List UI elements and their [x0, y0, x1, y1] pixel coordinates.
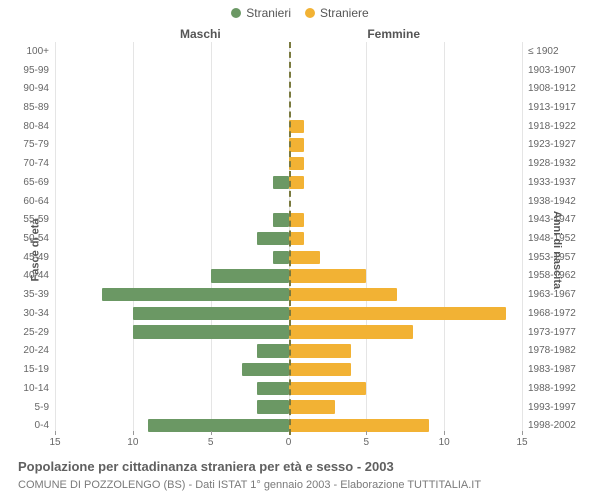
x-tick-label: 15: [49, 437, 60, 448]
bar-female: [289, 382, 367, 395]
bar-male: [273, 213, 289, 226]
age-label: 40-44: [23, 270, 49, 281]
age-label: 70-74: [23, 158, 49, 169]
birth-year-label: 1928-1932: [528, 158, 576, 169]
bar-female: [289, 307, 507, 320]
bar-female: [289, 400, 336, 413]
x-tick-label: 10: [127, 437, 138, 448]
bar-male: [133, 325, 289, 338]
birth-year-label: 1933-1937: [528, 177, 576, 188]
subhead-female: Femmine: [367, 27, 420, 41]
birth-year-label: 1988-1992: [528, 383, 576, 394]
bar-female: [289, 363, 351, 376]
bar-male: [257, 232, 288, 245]
age-label: 95-99: [23, 65, 49, 76]
bar-female: [289, 232, 305, 245]
age-label: 10-14: [23, 383, 49, 394]
age-label: 25-29: [23, 327, 49, 338]
age-label: 15-19: [23, 364, 49, 375]
x-tick-label: 5: [364, 437, 370, 448]
bar-male: [257, 344, 288, 357]
bar-female: [289, 288, 398, 301]
legend-label-female: Straniere: [320, 6, 369, 20]
birth-year-label: ≤ 1902: [528, 46, 559, 57]
bar-male: [273, 251, 289, 264]
bar-male: [257, 382, 288, 395]
chart-title: Popolazione per cittadinanza straniera p…: [18, 459, 394, 474]
age-label: 80-84: [23, 121, 49, 132]
legend-dot-female: [305, 8, 315, 18]
legend-label-male: Stranieri: [246, 6, 291, 20]
bar-female: [289, 157, 305, 170]
x-tick-label: 0: [286, 437, 292, 448]
legend-item-male: Stranieri: [231, 6, 291, 20]
x-axis-ticks: 15105051015: [55, 435, 522, 451]
bar-male: [102, 288, 289, 301]
subhead-male: Maschi: [180, 27, 221, 41]
bar-male: [257, 400, 288, 413]
bar-female: [289, 120, 305, 133]
birth-year-label: 1963-1967: [528, 289, 576, 300]
birth-year-label: 1948-1952: [528, 233, 576, 244]
bar-female: [289, 138, 305, 151]
plot-area: 100+≤ 190295-991903-190790-941908-191285…: [55, 42, 522, 435]
legend-item-female: Straniere: [305, 6, 369, 20]
birth-year-label: 1993-1997: [528, 402, 576, 413]
bar-female: [289, 419, 429, 432]
bar-male: [242, 363, 289, 376]
bar-female: [289, 251, 320, 264]
age-label: 20-24: [23, 345, 49, 356]
age-label: 90-94: [23, 83, 49, 94]
bar-female: [289, 344, 351, 357]
birth-year-label: 1923-1927: [528, 139, 576, 150]
age-label: 100+: [26, 46, 49, 57]
birth-year-label: 1968-1972: [528, 308, 576, 319]
bar-female: [289, 213, 305, 226]
bar-female: [289, 176, 305, 189]
birth-year-label: 1998-2002: [528, 420, 576, 431]
birth-year-label: 1983-1987: [528, 364, 576, 375]
bar-male: [148, 419, 288, 432]
x-tick-label: 10: [439, 437, 450, 448]
birth-year-label: 1978-1982: [528, 345, 576, 356]
birth-year-label: 1908-1912: [528, 83, 576, 94]
age-label: 30-34: [23, 308, 49, 319]
bar-female: [289, 269, 367, 282]
age-label: 35-39: [23, 289, 49, 300]
chart-subtitle: COMUNE DI POZZOLENGO (BS) - Dati ISTAT 1…: [18, 479, 481, 491]
age-label: 65-69: [23, 177, 49, 188]
bar-male: [273, 176, 289, 189]
bar-male: [211, 269, 289, 282]
legend-dot-male: [231, 8, 241, 18]
age-label: 85-89: [23, 102, 49, 113]
age-label: 50-54: [23, 233, 49, 244]
legend: Stranieri Straniere: [0, 6, 600, 20]
birth-year-label: 1913-1917: [528, 102, 576, 113]
center-line: [289, 42, 291, 435]
bar-male: [133, 307, 289, 320]
birth-year-label: 1918-1922: [528, 121, 576, 132]
age-label: 75-79: [23, 139, 49, 150]
birth-year-label: 1958-1962: [528, 270, 576, 281]
age-label: 55-59: [23, 214, 49, 225]
age-label: 60-64: [23, 196, 49, 207]
birth-year-label: 1943-1947: [528, 214, 576, 225]
birth-year-label: 1953-1957: [528, 252, 576, 263]
x-tick-label: 5: [208, 437, 214, 448]
bar-female: [289, 325, 414, 338]
birth-year-label: 1973-1977: [528, 327, 576, 338]
age-label: 0-4: [35, 420, 49, 431]
birth-year-label: 1938-1942: [528, 196, 576, 207]
population-pyramid-chart: Stranieri Straniere Maschi Femmine Fasce…: [0, 0, 600, 500]
age-label: 5-9: [35, 402, 49, 413]
x-tick-label: 15: [516, 437, 527, 448]
age-label: 45-49: [23, 252, 49, 263]
birth-year-label: 1903-1907: [528, 65, 576, 76]
